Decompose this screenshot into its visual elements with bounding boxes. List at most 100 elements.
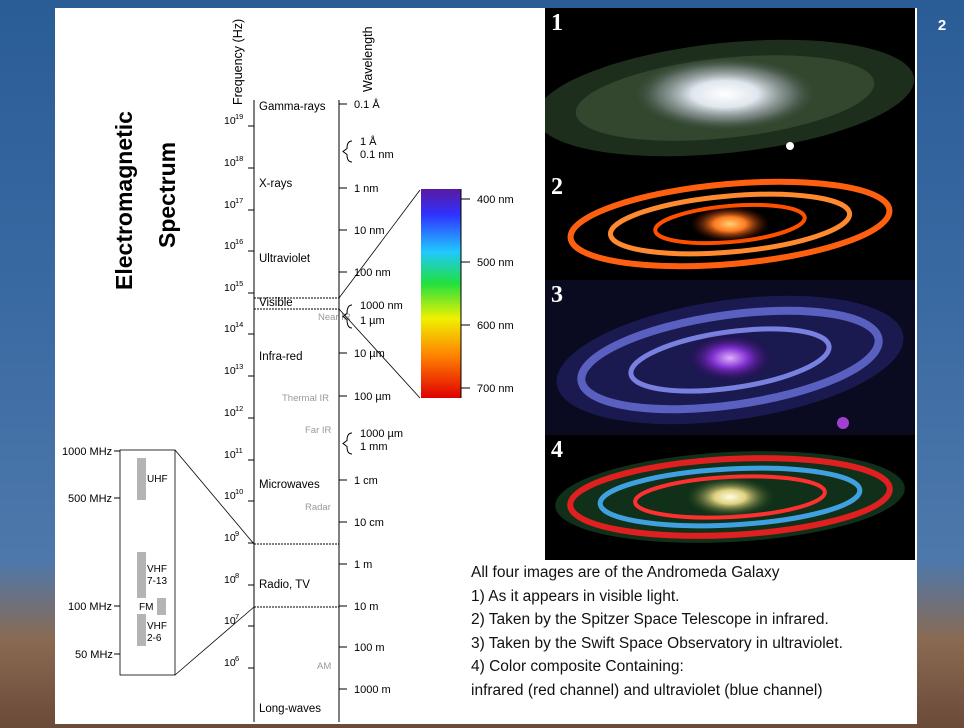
- galaxy-composite-image: 4: [545, 435, 915, 560]
- wavelength-label: 1000 nm: [360, 300, 403, 312]
- frequency-label: 10: [224, 490, 236, 502]
- frequency-exponent: 19: [235, 112, 243, 121]
- frequency-exponent: 13: [235, 362, 243, 371]
- galaxy-number-4: 4: [551, 437, 563, 463]
- wavelength-label: 0.1 nm: [360, 149, 394, 161]
- sub-band-label: AM: [317, 661, 331, 672]
- caption: All four images are of the Andromeda Gal…: [471, 561, 921, 702]
- radio-band-bar: [157, 598, 166, 615]
- brace: [342, 140, 353, 163]
- wavelength-label: 100 µm: [354, 391, 391, 403]
- wavelength-label: 1000 µm: [360, 428, 403, 440]
- wavelength-label: 1 cm: [354, 475, 378, 487]
- wavelength-label: 100 m: [354, 642, 385, 654]
- caption-line-4: 3) Taken by the Swift Space Observatory …: [471, 634, 843, 652]
- frequency-exponent: 18: [235, 154, 243, 163]
- radio-band-bar: [137, 552, 146, 598]
- frequency-label: 10: [224, 240, 236, 252]
- visible-zoom-top: [338, 189, 421, 299]
- radio-band-bar: [137, 458, 146, 500]
- wavelength-label: 1 µm: [360, 315, 385, 327]
- band-label: Microwaves: [259, 479, 320, 491]
- frequency-label: 10: [224, 199, 236, 211]
- radio-band-label: VHF: [147, 621, 167, 632]
- brace: [342, 304, 353, 329]
- radio-band-label: VHF: [147, 564, 167, 575]
- frequency-exponent: 6: [235, 654, 239, 663]
- galaxy-number-2: 2: [551, 174, 563, 200]
- caption-line-1: All four images are of the Andromeda Gal…: [471, 564, 780, 581]
- frequency-label: 10: [224, 157, 236, 169]
- band-label: Long-waves: [259, 703, 321, 715]
- radio-band-bar: [137, 614, 146, 646]
- radio-zoom-box: [119, 449, 176, 676]
- frequency-label: 10: [224, 532, 236, 544]
- frequency-exponent: 8: [235, 571, 239, 580]
- radio-band-label: 7-13: [147, 576, 167, 587]
- frequency-label: 10: [224, 449, 236, 461]
- frequency-label: 10: [224, 615, 236, 627]
- wavelength-header: Wavelength: [361, 26, 375, 92]
- wavelength-label: 1 mm: [360, 441, 388, 453]
- galaxy-infrared-image: 2: [545, 172, 915, 280]
- caption-line-2: 1) As it appears in visible light.: [471, 587, 680, 605]
- wavelength-label: 100 nm: [354, 267, 391, 279]
- caption-line-5: 4) Color composite Containing:: [471, 658, 684, 675]
- wavelength-label: 1 nm: [354, 183, 378, 195]
- wavelength-label: 10 m: [354, 601, 378, 613]
- radio-zoom-top: [174, 449, 255, 545]
- wavelength-label: 10 cm: [354, 517, 384, 529]
- frequency-exponent: 16: [235, 237, 243, 246]
- frequency-label: 10: [224, 407, 236, 419]
- visible-scale-label: 400 nm: [477, 194, 514, 206]
- frequency-exponent: 15: [235, 279, 243, 288]
- radio-scale-label: 500 MHz: [68, 493, 112, 505]
- visible-scale-label: 500 nm: [477, 257, 514, 269]
- caption-line-3: 2) Taken by the Spitzer Space Telescope …: [471, 611, 829, 628]
- frequency-exponent: 12: [235, 404, 243, 413]
- frequency-label: 10: [224, 323, 236, 335]
- radio-band-label: UHF: [147, 474, 168, 485]
- wavelength-label: 10 nm: [354, 225, 385, 237]
- frequency-exponent: 14: [235, 320, 243, 329]
- galaxy-visible-image: 1: [545, 8, 915, 172]
- galaxy-number-3: 3: [551, 282, 563, 308]
- radio-zoom-bottom: [174, 606, 255, 676]
- frequency-label: 10: [224, 115, 236, 127]
- frequency-exponent: 10: [235, 487, 243, 496]
- visible-zoom-bottom: [338, 308, 421, 399]
- title-line2: Spectrum: [154, 142, 180, 248]
- band-label: Ultraviolet: [259, 253, 311, 265]
- sub-band-label: Thermal IR: [282, 393, 329, 404]
- band-label: Radio, TV: [259, 579, 310, 591]
- frequency-label: 10: [224, 365, 236, 377]
- radio-band-label: FM: [139, 602, 153, 613]
- band-label: Gamma-rays: [259, 101, 326, 113]
- visible-scale-label: 600 nm: [477, 320, 514, 332]
- sub-band-label: Radar: [305, 502, 331, 513]
- visible-scale-label: 700 nm: [477, 383, 514, 395]
- frequency-label: 10: [224, 574, 236, 586]
- brace: [342, 432, 353, 455]
- frequency-label: 10: [224, 657, 236, 669]
- band-label: X-rays: [259, 178, 292, 190]
- visible-color-bar: [421, 189, 461, 398]
- galaxy-ultraviolet-image: 3: [545, 280, 915, 435]
- title-line1: Electromagnetic: [111, 111, 137, 290]
- slide-number: 2: [937, 17, 947, 34]
- wavelength-label: 1 m: [354, 559, 372, 571]
- frequency-exponent: 9: [235, 529, 239, 538]
- caption-line-6: infrared (red channel) and ultraviolet (…: [471, 681, 823, 699]
- wavelength-label: 0.1 Å: [354, 98, 380, 111]
- band-label: Visible: [259, 297, 293, 309]
- radio-scale-label: 100 MHz: [68, 601, 112, 613]
- wavelength-label: 1 Å: [360, 135, 377, 148]
- frequency-exponent: 7: [235, 612, 239, 621]
- band-label: Infra-red: [259, 351, 302, 363]
- sub-band-label: Near IR: [318, 312, 351, 323]
- frequency-label: 10: [224, 282, 236, 294]
- frequency-header: Frequency (Hz): [231, 19, 245, 105]
- sub-band-label: Far IR: [305, 425, 332, 436]
- radio-scale-label: 50 MHz: [75, 649, 113, 661]
- radio-scale-label: 1000 MHz: [62, 446, 112, 458]
